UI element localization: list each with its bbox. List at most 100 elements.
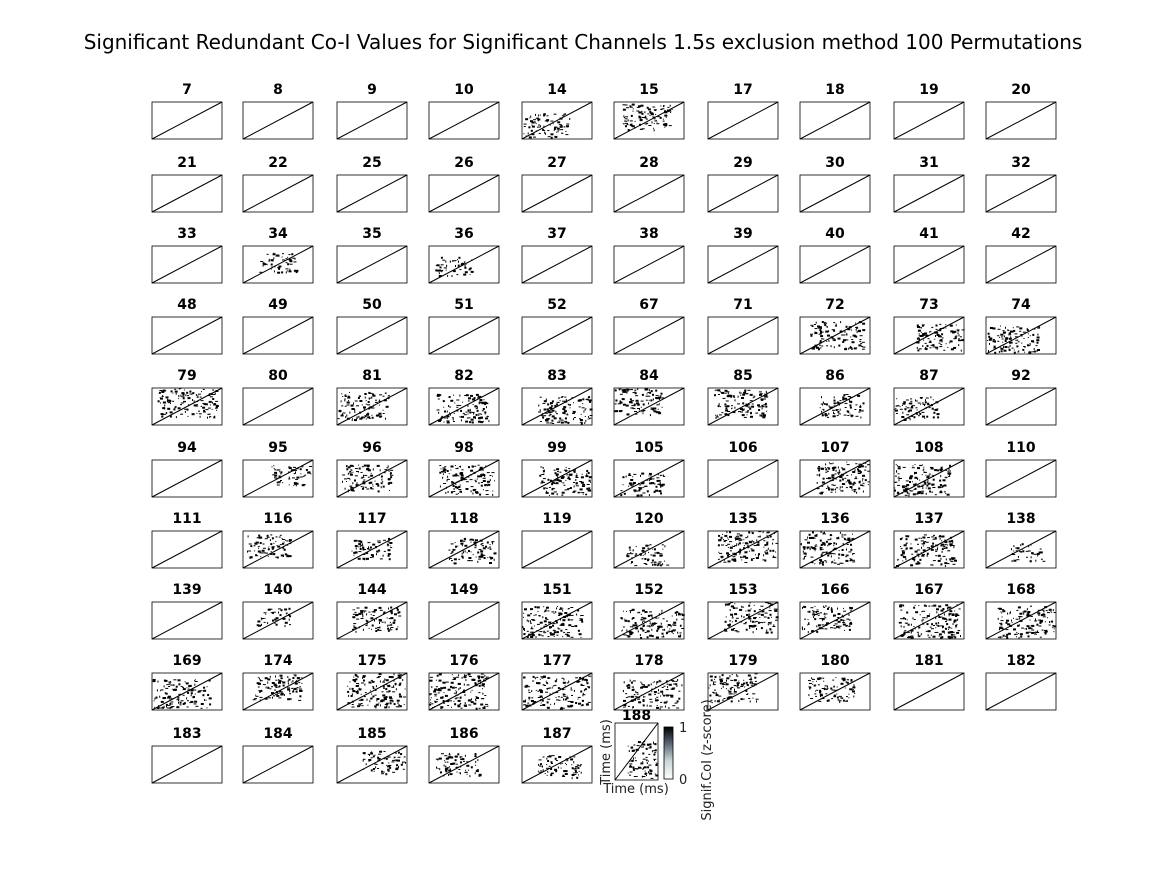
signif-speckle [820, 543, 823, 546]
signif-speckle [950, 633, 953, 636]
signif-speckle [275, 679, 278, 681]
signif-speckle [290, 270, 292, 273]
signif-speckle [641, 110, 643, 113]
signif-speckle [759, 535, 761, 538]
signif-speckle [818, 466, 821, 467]
signif-speckle [565, 629, 568, 630]
panel-title: 86 [825, 368, 844, 384]
signif-speckle [164, 679, 168, 682]
signif-speckle [837, 617, 840, 618]
signif-speckle [551, 400, 554, 403]
signif-speckle [377, 490, 380, 493]
signif-speckle [920, 633, 922, 636]
signif-speckle [728, 626, 731, 628]
signif-speckle [202, 388, 205, 390]
signif-speckle [747, 406, 751, 408]
signif-speckle [543, 611, 545, 613]
signif-speckle [944, 562, 948, 565]
signif-speckle [622, 123, 625, 125]
signif-speckle [821, 542, 825, 544]
signif-speckle [648, 402, 650, 405]
signif-speckle [1036, 341, 1039, 344]
signif-speckle [196, 396, 199, 398]
signif-speckle [931, 407, 934, 410]
signif-speckle [932, 542, 935, 545]
signif-speckle [362, 416, 364, 419]
signif-speckle [1052, 609, 1054, 612]
signif-speckle [384, 698, 387, 701]
signif-speckle [909, 547, 913, 550]
signif-speckle [659, 397, 660, 400]
signif-speckle [357, 397, 360, 399]
signif-speckle [289, 690, 291, 693]
signif-speckle [1037, 349, 1040, 351]
signif-speckle [618, 388, 622, 390]
signif-speckle [659, 564, 662, 567]
panel-frame [336, 459, 408, 498]
signif-speckle [275, 675, 276, 678]
signif-speckle [830, 608, 833, 611]
panel-frame [799, 530, 871, 569]
signif-speckle [842, 543, 844, 545]
signif-speckle [753, 610, 756, 613]
signif-speckle [453, 491, 456, 492]
diagonal-line [707, 530, 779, 569]
signif-speckle [724, 389, 728, 392]
signif-speckle [385, 696, 388, 698]
signif-speckle [669, 110, 672, 112]
signif-speckle [360, 610, 364, 612]
signif-speckle [910, 400, 913, 402]
signif-speckle [456, 404, 460, 406]
signif-speckle [372, 543, 376, 546]
signif-speckle [556, 475, 558, 477]
signif-speckle [566, 682, 569, 684]
signif-speckle [481, 683, 485, 686]
signif-speckle [548, 407, 552, 409]
signif-speckle [901, 553, 905, 555]
signif-speckle [753, 617, 757, 620]
signif-speckle [458, 688, 460, 691]
signif-speckle [854, 469, 856, 472]
signif-speckle [912, 493, 916, 496]
signif-speckle [538, 634, 542, 636]
signif-speckle [556, 607, 557, 610]
signif-speckle [1021, 543, 1024, 546]
signif-speckle [281, 681, 283, 683]
signif-speckle [833, 547, 837, 550]
signif-speckle [403, 696, 407, 698]
signif-speckle [483, 557, 486, 559]
signif-speckle [828, 405, 830, 408]
panel-ch-20: 20 [985, 82, 1057, 140]
signif-speckle [932, 478, 935, 481]
signif-speckle [356, 416, 360, 418]
signif-speckle [944, 627, 947, 630]
signif-speckle [858, 487, 861, 490]
signif-speckle [351, 693, 353, 696]
signif-speckle [556, 401, 560, 403]
signif-speckle [833, 322, 836, 324]
signif-speckle [927, 481, 929, 483]
signif-speckle [285, 613, 287, 615]
signif-speckle [638, 482, 639, 484]
signif-speckle [654, 110, 657, 111]
signif-speckle [278, 680, 282, 683]
signif-speckle [468, 417, 471, 419]
signif-speckle [1002, 341, 1004, 343]
signif-speckle [906, 619, 908, 621]
signif-speckle [187, 397, 191, 400]
signif-speckle [950, 330, 954, 333]
signif-speckle [364, 393, 365, 395]
panel-frame [985, 245, 1057, 284]
signif-speckle [577, 609, 580, 612]
signif-speckle [822, 532, 825, 535]
signif-speckle [390, 676, 394, 679]
signif-speckle [268, 546, 270, 548]
signif-speckle [588, 399, 592, 402]
signif-speckle [833, 624, 836, 626]
diagonal-line [521, 530, 593, 569]
signif-speckle [659, 479, 661, 481]
signif-speckle [280, 471, 283, 474]
signif-speckle [557, 130, 559, 133]
signif-speckle [836, 537, 840, 540]
signif-speckle [273, 467, 275, 469]
